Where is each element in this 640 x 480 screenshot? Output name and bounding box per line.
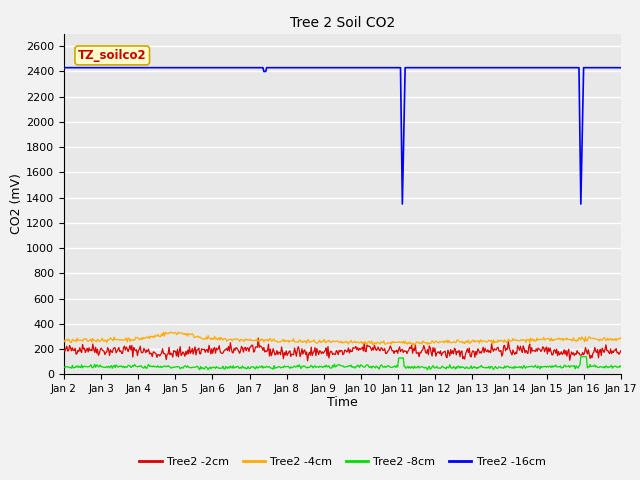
Y-axis label: CO2 (mV): CO2 (mV) [10, 174, 23, 234]
Text: TZ_soilco2: TZ_soilco2 [78, 49, 147, 62]
X-axis label: Time: Time [327, 396, 358, 408]
Legend: Tree2 -2cm, Tree2 -4cm, Tree2 -8cm, Tree2 -16cm: Tree2 -2cm, Tree2 -4cm, Tree2 -8cm, Tree… [135, 452, 550, 471]
Title: Tree 2 Soil CO2: Tree 2 Soil CO2 [290, 16, 395, 30]
